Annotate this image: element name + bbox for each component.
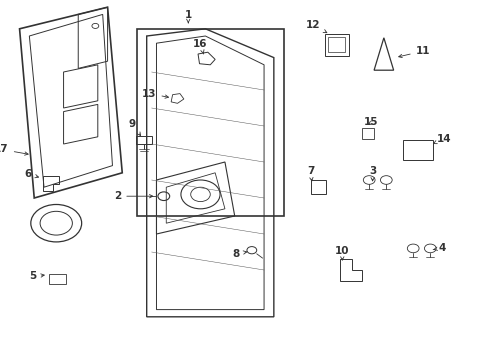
Text: 15: 15 [364,117,378,127]
Bar [327,37,344,52]
Bar [325,34,348,56]
Text: 6: 6 [24,169,39,179]
Text: 16: 16 [193,39,207,54]
Bar [49,274,66,284]
Text: 12: 12 [305,20,326,33]
Text: 10: 10 [334,246,349,260]
Text: 3: 3 [368,166,375,181]
Bar [361,128,373,139]
Text: 9: 9 [128,119,141,136]
Text: 1: 1 [184,10,191,23]
Text: 5: 5 [29,271,44,282]
Bar [137,29,283,216]
Bar [403,140,432,160]
Text: 17: 17 [0,144,28,155]
Text: 4: 4 [432,243,445,253]
Text: 11: 11 [398,46,429,58]
Text: 14: 14 [433,134,450,144]
Text: 8: 8 [232,249,246,259]
Bar [310,180,325,194]
Bar [136,136,152,144]
Text: 13: 13 [142,89,168,99]
Text: 7: 7 [306,166,314,181]
Text: 2: 2 [114,191,152,201]
